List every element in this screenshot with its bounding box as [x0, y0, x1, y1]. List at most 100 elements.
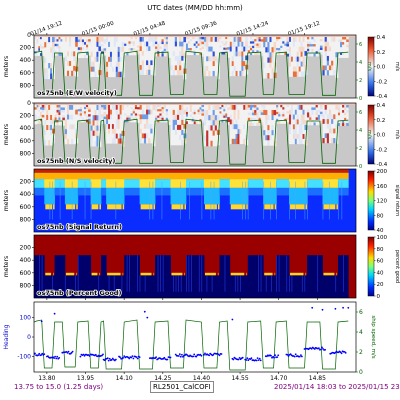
heatmap-cell — [328, 41, 332, 47]
heatmap-cell — [81, 107, 85, 110]
heatmap-cell — [170, 139, 174, 146]
heatmap-cell — [94, 104, 97, 111]
heatmap-cell — [278, 41, 281, 44]
heatmap-area — [34, 35, 356, 98]
heatmap-cell — [210, 181, 212, 220]
heatmap-cell — [50, 104, 53, 111]
heatmap-cell — [193, 109, 197, 113]
heatmap-cell — [111, 109, 115, 115]
heatmap-cell — [324, 119, 328, 125]
heatmap-cell — [148, 60, 151, 66]
heatmap-cell — [108, 128, 111, 135]
heatmap-cell — [64, 51, 68, 57]
heatmap-cell — [267, 140, 270, 146]
x-tick-label: 14.70 — [270, 375, 287, 382]
heading-point — [204, 352, 206, 355]
heatmap-cell — [108, 104, 111, 111]
heatmap-cell — [328, 123, 332, 129]
heatmap-cell — [167, 122, 171, 126]
heatmap-cell — [38, 43, 41, 47]
heatmap-cell — [128, 115, 131, 119]
heatmap-cell — [252, 39, 255, 42]
heatmap-cell — [212, 115, 216, 121]
heatmap-cell — [139, 133, 143, 139]
heading-point — [310, 347, 313, 350]
heatmap-cell — [119, 46, 122, 53]
heatmap-cell — [54, 179, 63, 188]
heatmap-cell — [263, 47, 266, 53]
heatmap-cell — [199, 109, 202, 113]
heatmap-cell — [214, 66, 218, 72]
heatmap-cell — [88, 52, 92, 56]
heatmap-cell — [64, 65, 68, 72]
heatmap-cell — [181, 51, 184, 57]
heatmap-cell — [235, 124, 238, 130]
heatmap-cell — [231, 109, 235, 115]
heatmap-cell — [165, 39, 169, 43]
heatmap-cell — [309, 48, 312, 52]
heatmap-cell — [126, 109, 129, 112]
heatmap-cell — [309, 114, 312, 118]
heatmap-cell — [225, 51, 228, 55]
heatmap-cell — [161, 53, 165, 57]
heatmap-cell — [322, 119, 326, 125]
heatmap-cell — [227, 119, 231, 123]
heatmap-cell — [246, 272, 247, 276]
heatmap-cell — [41, 36, 45, 40]
heatmap-cell — [235, 51, 238, 57]
heading-point — [250, 357, 253, 360]
heatmap-cell — [307, 187, 321, 196]
heatmap-cell — [254, 107, 257, 111]
heatmap-cell — [260, 169, 264, 173]
heatmap-cell — [295, 181, 297, 220]
heatmap-cell — [148, 128, 151, 134]
heatmap-cell — [36, 109, 39, 113]
heatmap-cell — [58, 36, 61, 40]
heatmap-cell — [189, 116, 193, 120]
heatmap-cell — [241, 61, 244, 67]
heatmap-cell — [157, 104, 160, 108]
heatmap-cell — [54, 36, 57, 40]
heatmap-cell — [229, 172, 246, 180]
surface-band — [34, 103, 356, 105]
heatmap-cell — [38, 48, 41, 52]
heatmap-cell — [256, 43, 259, 47]
heatmap-cell — [311, 104, 314, 108]
heatmap-cell — [193, 36, 197, 40]
heatmap-cell — [124, 111, 127, 114]
heatmap-cell — [197, 45, 200, 49]
colorbar-tick-label: 80 — [377, 247, 384, 253]
heatmap-cell — [298, 41, 302, 48]
heatmap-cell — [40, 118, 43, 122]
heatmap-cell — [274, 204, 277, 210]
heatmap-cell — [52, 42, 56, 48]
heatmap-cell — [216, 275, 220, 298]
heatmap-cell — [108, 133, 111, 139]
heading-point — [123, 355, 126, 357]
heatmap-cell — [276, 107, 279, 110]
heatmap-cell — [191, 121, 195, 125]
heatmap-cell — [263, 67, 266, 74]
ship-speed-line — [34, 319, 349, 371]
heatmap-cell — [165, 53, 169, 57]
heatmap-cell — [263, 125, 266, 131]
heatmap-cell — [219, 104, 222, 108]
heatmap-cell — [91, 272, 98, 276]
heatmap-cell — [225, 109, 228, 112]
heatmap-cell — [167, 47, 171, 51]
heatmap-cell — [73, 134, 76, 140]
heatmap-cell — [146, 41, 149, 47]
y-tick-label: 0 — [27, 100, 31, 107]
heatmap-cell — [100, 104, 104, 108]
heatmap-cell — [41, 119, 45, 123]
heatmap-cell — [286, 187, 290, 196]
heatmap-cell — [282, 43, 285, 47]
heatmap-cell — [76, 204, 78, 210]
heatmap-cell — [258, 39, 262, 42]
heatmap-cell — [210, 120, 214, 126]
heatmap-cell — [231, 124, 235, 130]
heatmap-cell — [60, 39, 63, 42]
heatmap-cell — [216, 172, 220, 180]
heatmap-cell — [103, 169, 107, 173]
heatmap-cell — [313, 112, 317, 116]
